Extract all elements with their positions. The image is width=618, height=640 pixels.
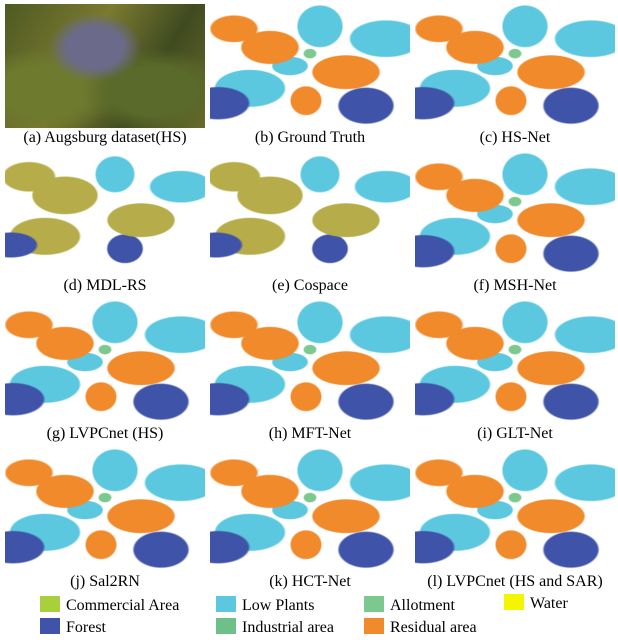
panel: (a) Augsburg dataset(HS) (4, 4, 206, 148)
legend-swatch (216, 618, 236, 634)
legend-item: Industrial area (216, 618, 334, 638)
panel: (l) LVPCnet (HS and SAR) (414, 448, 616, 592)
legend-swatch (40, 618, 60, 634)
caption: (e) Cospace (209, 276, 411, 296)
panel: (h) MFT-Net (209, 300, 411, 444)
legend-swatch (364, 596, 384, 612)
panel: (c) HS-Net (414, 4, 616, 148)
caption: (c) HS-Net (414, 128, 616, 148)
map-image (5, 448, 205, 572)
map-image (5, 4, 205, 128)
legend-item: Water (504, 594, 568, 614)
map-image (210, 4, 410, 128)
map-image (5, 152, 205, 276)
legend-item: Allotment (364, 596, 455, 616)
caption: (f) MSH-Net (414, 276, 616, 296)
legend-item: Low Plants (216, 596, 314, 616)
caption: (g) LVPCnet (HS) (4, 424, 206, 444)
map-image (210, 152, 410, 276)
panel: (g) LVPCnet (HS) (4, 300, 206, 444)
legend-swatch (504, 594, 524, 610)
caption: (l) LVPCnet (HS and SAR) (414, 572, 616, 592)
legend-label: Industrial area (242, 619, 334, 636)
caption: (k) HCT-Net (209, 572, 411, 592)
legend-label: Forest (66, 619, 106, 636)
map-image (5, 300, 205, 424)
panel: (j) Sal2RN (4, 448, 206, 592)
legend-label: Water (530, 595, 568, 612)
caption: (b) Ground Truth (209, 128, 411, 148)
caption: (j) Sal2RN (4, 572, 206, 592)
caption: (d) MDL-RS (4, 276, 206, 296)
panel: (e) Cospace (209, 152, 411, 296)
map-image (210, 448, 410, 572)
caption: (i) GLT-Net (414, 424, 616, 444)
map-image (415, 448, 615, 572)
caption: (h) MFT-Net (209, 424, 411, 444)
panel: (i) GLT-Net (414, 300, 616, 444)
map-image (210, 300, 410, 424)
legend-label: Low Plants (242, 597, 314, 614)
legend-label: Commercial Area (66, 597, 179, 614)
panel: (f) MSH-Net (414, 152, 616, 296)
legend-swatch (364, 618, 384, 634)
legend-label: Residual area (390, 619, 477, 636)
caption: (a) Augsburg dataset(HS) (4, 128, 206, 148)
legend-label: Allotment (390, 597, 455, 614)
panel: (d) MDL-RS (4, 152, 206, 296)
legend-swatch (40, 596, 60, 612)
map-image (415, 152, 615, 276)
legend: Commercial Area Low Plants Allotment Water F… (0, 594, 618, 640)
panel: (b) Ground Truth (209, 4, 411, 148)
page: {"panels": [ {"caption": "(a) Augsburg d… (0, 0, 618, 640)
map-image (415, 4, 615, 128)
legend-swatch (216, 596, 236, 612)
panel: (k) HCT-Net (209, 448, 411, 592)
map-image (415, 300, 615, 424)
legend-item: Forest (40, 618, 106, 638)
legend-item: Residual area (364, 618, 477, 638)
legend-item: Commercial Area (40, 596, 179, 616)
